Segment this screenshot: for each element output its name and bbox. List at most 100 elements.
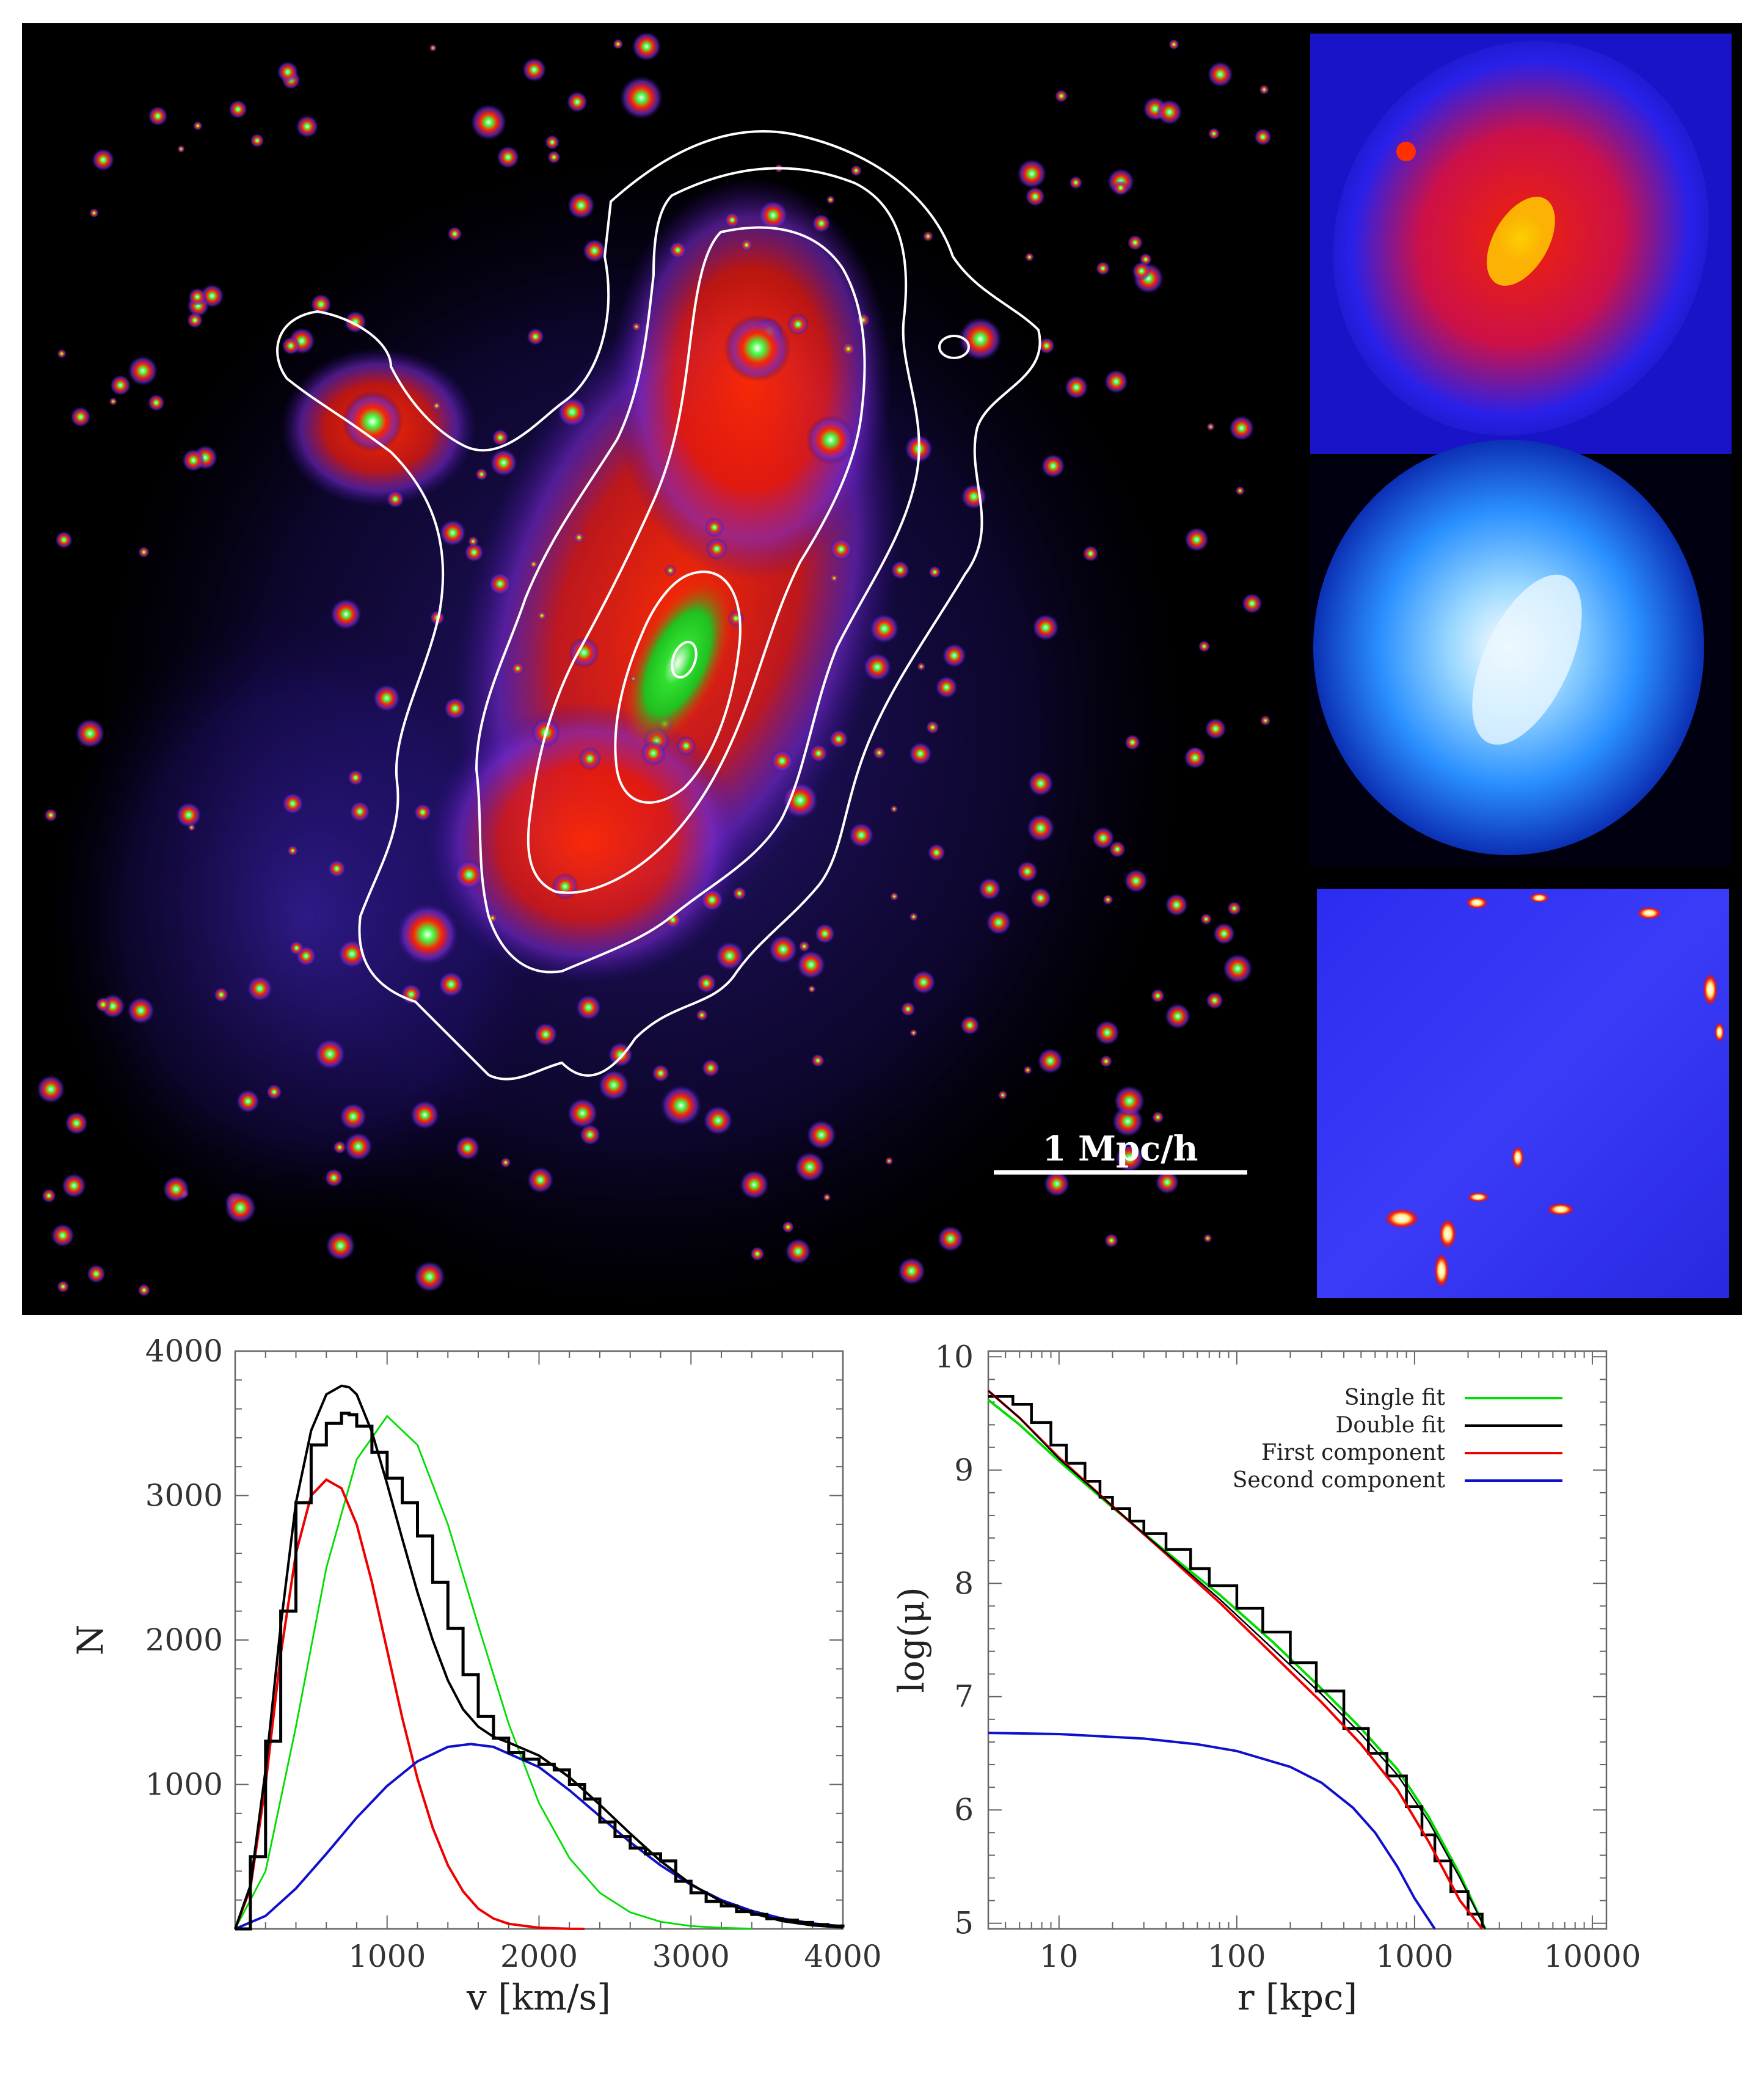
subhalo (1092, 826, 1115, 850)
subhalo (1165, 893, 1189, 917)
profile-series-histogram (988, 1394, 1484, 1928)
y-tick-label: 9 (954, 1452, 974, 1488)
subhalo (826, 195, 835, 205)
subhalo (95, 997, 111, 1013)
subhalo (1104, 1233, 1118, 1248)
subhalo (137, 1283, 151, 1297)
subhalo (1023, 1065, 1032, 1074)
subhalo (236, 1089, 260, 1113)
subhalo (676, 736, 696, 756)
subhalo (529, 559, 538, 569)
subhalo (891, 561, 910, 580)
bright-subhalo (619, 76, 663, 120)
subhalo (1206, 423, 1215, 431)
subhalo (110, 374, 131, 396)
subhalo (704, 517, 724, 538)
subhalo (1037, 1048, 1063, 1074)
subhalo (314, 1038, 346, 1070)
y-tick-label: 5 (954, 1906, 974, 1941)
subhalo (897, 1257, 926, 1285)
subhalo (349, 801, 371, 822)
subhalo (1064, 375, 1088, 399)
subhalo (1095, 1020, 1120, 1046)
subhalo (497, 145, 520, 169)
subhalo (829, 729, 848, 749)
subhalo (439, 519, 467, 547)
subhalo (177, 145, 185, 153)
subhalo (410, 1100, 440, 1130)
subhalo (1032, 614, 1059, 641)
subhalo (926, 720, 939, 734)
subhalo (557, 396, 588, 428)
inset-gas (1310, 440, 1732, 867)
subhalo (664, 564, 677, 577)
subhalo (1104, 370, 1129, 394)
subhalo (566, 91, 588, 113)
subhalo (1041, 454, 1065, 478)
subhalo (344, 1132, 373, 1161)
bright-subhalo (342, 391, 403, 452)
subhalo (87, 1264, 106, 1283)
subhalo (701, 1059, 720, 1077)
subhalo (812, 214, 831, 233)
subhalo (1212, 922, 1236, 945)
subhalo (900, 1002, 916, 1016)
subhalo (1115, 1143, 1144, 1173)
subhalo (798, 941, 810, 952)
subhalo (282, 793, 304, 815)
subhalo (909, 912, 918, 922)
subhalo (1198, 640, 1211, 652)
subhalo (1184, 527, 1209, 552)
subhalo (935, 676, 958, 699)
subhalo (552, 873, 578, 900)
subhalo (986, 909, 1011, 935)
subhalo (287, 845, 298, 856)
subhalo (978, 877, 1001, 900)
hotspot (1529, 893, 1549, 903)
subhalo (522, 57, 547, 82)
legend-label: First component (1261, 1440, 1445, 1465)
x-tick-label: 2000 (500, 1939, 578, 1974)
subhalo (489, 448, 518, 477)
x-tick-label: 1000 (348, 1939, 426, 1974)
subhalo (1016, 861, 1038, 883)
subhalo (856, 313, 870, 327)
bright-subhalo (660, 1085, 702, 1126)
subhalo (705, 538, 728, 560)
subhalo (842, 342, 855, 356)
subhalo (1155, 1170, 1179, 1195)
subhalo (715, 941, 745, 971)
x-tick-label: 10 (1040, 1939, 1079, 1974)
subhalo (1184, 746, 1206, 769)
subhalo (598, 1069, 630, 1101)
subhalo (632, 322, 641, 331)
subhalo (795, 1151, 825, 1183)
subhalo (65, 1111, 89, 1135)
subhalo (696, 1009, 708, 1021)
subhalo (732, 886, 746, 900)
subhalo (873, 746, 886, 759)
subhalo (890, 805, 898, 813)
subhalo (1168, 39, 1179, 50)
legend-label: Second component (1233, 1468, 1446, 1493)
subhalo (1259, 84, 1269, 95)
subhalo (429, 44, 437, 52)
subhalo (468, 536, 479, 547)
subhalo (796, 950, 826, 980)
profile-ticks (988, 1351, 1606, 1929)
subhalo (57, 349, 67, 359)
subhalo (282, 337, 301, 355)
subhalo (339, 1102, 367, 1131)
subhalo (782, 1221, 794, 1233)
subhalo (768, 935, 798, 964)
central-galaxy (623, 577, 733, 748)
subhalo (545, 134, 560, 150)
subhalo (922, 231, 933, 242)
subhalo (511, 661, 525, 676)
y-tick-label: 2000 (145, 1622, 223, 1658)
subhalo (224, 1192, 257, 1224)
subhalo (750, 1247, 765, 1261)
subhalo (1043, 1170, 1070, 1197)
subhalo (787, 313, 809, 335)
